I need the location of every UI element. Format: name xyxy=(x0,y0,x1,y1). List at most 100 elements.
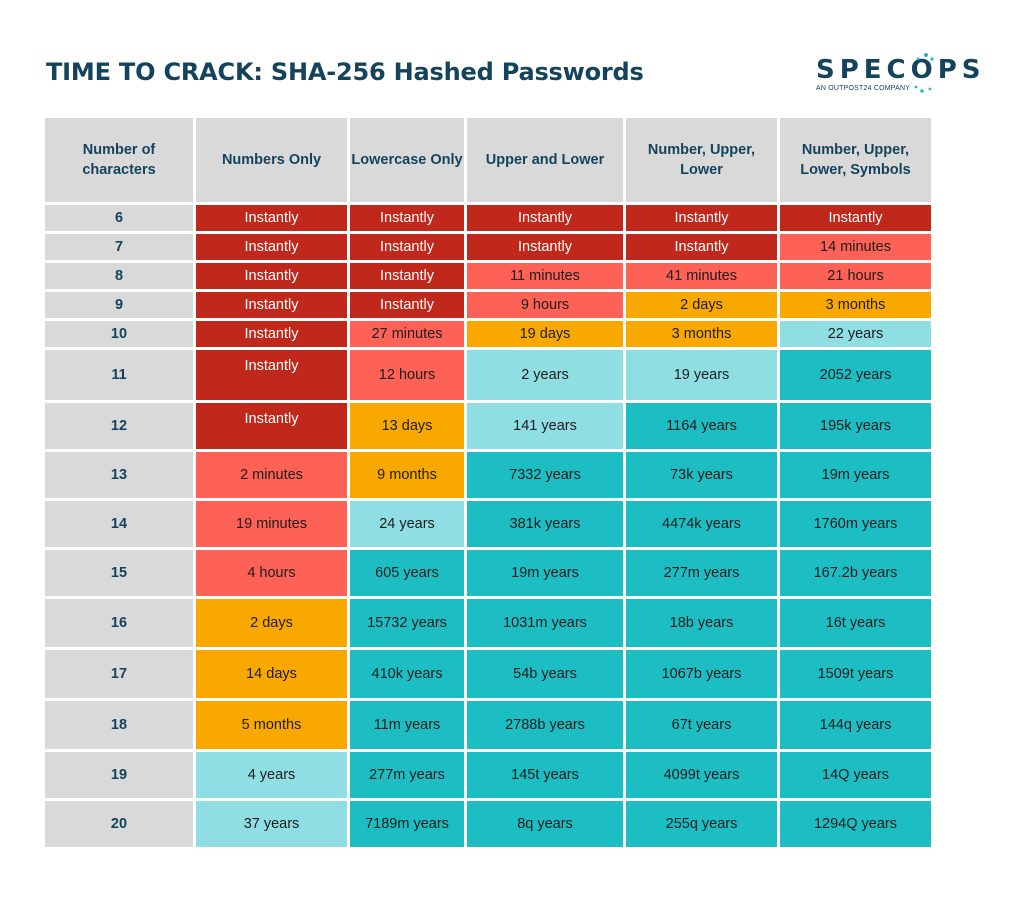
crack-time-cell: 14 minutes xyxy=(780,234,931,260)
table-row: 14 19 minutes 24 years 381k years 4474k year… xyxy=(45,501,931,547)
logo-dots-icon xyxy=(914,53,934,93)
crack-time-cell: 1031m years xyxy=(467,599,623,647)
crack-time-cell: 9 months xyxy=(350,452,464,498)
row-char-count: 20 xyxy=(45,801,193,847)
crack-time-cell: Instantly xyxy=(350,263,464,289)
row-char-count: 16 xyxy=(45,599,193,647)
crack-time-cell: 16t years xyxy=(780,599,931,647)
table-row: 11 Instantly 12 hours 2 years 19 years 2052 y… xyxy=(45,350,931,400)
crack-time-cell: 21 hours xyxy=(780,263,931,289)
crack-time-cell: Instantly xyxy=(196,321,347,347)
crack-time-cell: 8q years xyxy=(467,801,623,847)
crack-time-cell: 145t years xyxy=(467,752,623,798)
header-number-of-characters: Number of characters xyxy=(45,118,193,202)
row-char-count: 14 xyxy=(45,501,193,547)
crack-time-cell: Instantly xyxy=(196,292,347,318)
table-body: 6 Instantly Instantly Instantly Instantly Ins… xyxy=(45,205,931,847)
crack-time-cell: 1509t years xyxy=(780,650,931,698)
crack-time-cell: Instantly xyxy=(196,263,347,289)
crack-time-cell: 19 years xyxy=(626,350,777,400)
crack-time-cell: 167.2b years xyxy=(780,550,931,596)
crack-time-cell: Instantly xyxy=(350,292,464,318)
crack-time-cell: 37 years xyxy=(196,801,347,847)
row-char-count: 17 xyxy=(45,650,193,698)
crack-time-cell: 15732 years xyxy=(350,599,464,647)
table-row: 18 5 months 11m years 2788b years 67t years 1… xyxy=(45,701,931,749)
crack-time-cell: Instantly xyxy=(467,205,623,231)
crack-time-cell: 27 minutes xyxy=(350,321,464,347)
crack-time-cell: 7332 years xyxy=(467,452,623,498)
table-row: 10 Instantly 27 minutes 19 days 3 months 22 y… xyxy=(45,321,931,347)
crack-time-cell: 277m years xyxy=(350,752,464,798)
crack-time-cell: 2 days xyxy=(626,292,777,318)
crack-time-table: Number of characters Numbers Only Lowerc… xyxy=(42,115,934,850)
crack-time-cell: 144q years xyxy=(780,701,931,749)
header-upper-and-lower: Upper and Lower xyxy=(467,118,623,202)
crack-time-cell: 22 years xyxy=(780,321,931,347)
crack-time-cell: 11m years xyxy=(350,701,464,749)
crack-time-cell: 18b years xyxy=(626,599,777,647)
crack-time-cell: 1760m years xyxy=(780,501,931,547)
crack-time-cell: 4 hours xyxy=(196,550,347,596)
crack-time-cell: 19m years xyxy=(780,452,931,498)
row-char-count: 9 xyxy=(45,292,193,318)
crack-time-cell: 277m years xyxy=(626,550,777,596)
table-row: 6 Instantly Instantly Instantly Instantly Ins… xyxy=(45,205,931,231)
crack-time-cell: 2 minutes xyxy=(196,452,347,498)
crack-time-cell: 1067b years xyxy=(626,650,777,698)
table-row: 8 Instantly Instantly 11 minutes 41 minutes 2… xyxy=(45,263,931,289)
crack-time-cell: Instantly xyxy=(780,205,931,231)
row-char-count: 10 xyxy=(45,321,193,347)
crack-time-cell: 14 days xyxy=(196,650,347,698)
crack-time-cell: 195k years xyxy=(780,403,931,449)
table-row: 19 4 years 277m years 145t years 4099t years… xyxy=(45,752,931,798)
row-char-count: 12 xyxy=(45,403,193,449)
crack-time-cell: 14Q years xyxy=(780,752,931,798)
crack-time-cell: Instantly xyxy=(196,205,347,231)
crack-time-cell: 19m years xyxy=(467,550,623,596)
logo-wordmark: SPECOPS xyxy=(816,55,986,85)
table-row: 7 Instantly Instantly Instantly Instantly 14 … xyxy=(45,234,931,260)
row-char-count: 8 xyxy=(45,263,193,289)
table-row: 16 2 days 15732 years 1031m years 18b years 1… xyxy=(45,599,931,647)
crack-time-cell: 1294Q years xyxy=(780,801,931,847)
crack-time-cell: 7189m years xyxy=(350,801,464,847)
crack-time-cell: 41 minutes xyxy=(626,263,777,289)
page-title: TIME TO CRACK: SHA-256 Hashed Passwords xyxy=(46,58,644,86)
table-row: 12 Instantly 13 days 141 years 1164 years 195… xyxy=(45,403,931,449)
crack-time-cell: 19 minutes xyxy=(196,501,347,547)
crack-time-cell: 13 days xyxy=(350,403,464,449)
crack-time-cell: Instantly xyxy=(626,234,777,260)
crack-time-cell: Instantly xyxy=(350,234,464,260)
crack-time-cell: Instantly xyxy=(196,234,347,260)
crack-time-cell: 24 years xyxy=(350,501,464,547)
table-header-row: Number of characters Numbers Only Lowerc… xyxy=(45,118,931,202)
crack-time-cell: 3 months xyxy=(780,292,931,318)
crack-time-cell: 67t years xyxy=(626,701,777,749)
crack-time-cell: Instantly xyxy=(350,205,464,231)
crack-time-cell: 11 minutes xyxy=(467,263,623,289)
crack-time-cell: 255q years xyxy=(626,801,777,847)
crack-time-cell: 381k years xyxy=(467,501,623,547)
table-row: 13 2 minutes 9 months 7332 years 73k years 19… xyxy=(45,452,931,498)
row-char-count: 6 xyxy=(45,205,193,231)
row-char-count: 13 xyxy=(45,452,193,498)
crack-time-cell: Instantly xyxy=(196,403,347,449)
header-number-upper-lower-symbols: Number, Upper, Lower, Symbols xyxy=(780,118,931,202)
row-char-count: 19 xyxy=(45,752,193,798)
crack-time-cell: 9 hours xyxy=(467,292,623,318)
header-numbers-only: Numbers Only xyxy=(196,118,347,202)
crack-time-cell: 2788b years xyxy=(467,701,623,749)
crack-time-cell: 141 years xyxy=(467,403,623,449)
crack-time-cell: 4 years xyxy=(196,752,347,798)
crack-time-cell: 73k years xyxy=(626,452,777,498)
crack-time-cell: 4474k years xyxy=(626,501,777,547)
crack-time-cell: 410k years xyxy=(350,650,464,698)
logo-tagline: AN OUTPOST24 COMPANY xyxy=(816,85,911,92)
crack-time-cell: 2 days xyxy=(196,599,347,647)
row-char-count: 18 xyxy=(45,701,193,749)
crack-time-cell: 12 hours xyxy=(350,350,464,400)
row-char-count: 15 xyxy=(45,550,193,596)
header-lowercase-only: Lowercase Only xyxy=(350,118,464,202)
crack-time-cell: 3 months xyxy=(626,321,777,347)
